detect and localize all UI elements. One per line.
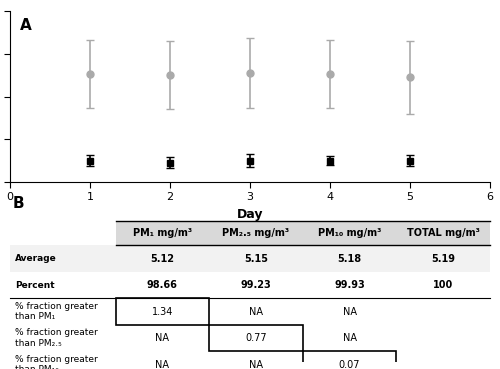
Bar <box>303 351 396 369</box>
Text: 100: 100 <box>433 280 454 290</box>
Text: A: A <box>20 18 32 33</box>
Text: NA: NA <box>342 307 356 317</box>
Text: 99.23: 99.23 <box>240 280 272 290</box>
Text: NA: NA <box>156 360 170 369</box>
Text: 1.34: 1.34 <box>152 307 173 317</box>
Text: PM₂.₅ mg/m³: PM₂.₅ mg/m³ <box>222 228 290 238</box>
Text: 0.07: 0.07 <box>339 360 360 369</box>
Text: PM₁ mg/m³: PM₁ mg/m³ <box>133 228 192 238</box>
Text: % fraction greater
than PM₁: % fraction greater than PM₁ <box>15 302 98 321</box>
Bar <box>209 325 303 351</box>
Text: NA: NA <box>249 360 263 369</box>
X-axis label: Day: Day <box>237 208 263 221</box>
Text: 5.12: 5.12 <box>150 254 174 263</box>
Bar <box>116 299 209 325</box>
Bar <box>10 272 490 299</box>
Text: Percent: Percent <box>15 280 54 290</box>
Text: 0.77: 0.77 <box>245 333 267 343</box>
Text: NA: NA <box>249 307 263 317</box>
Text: TOTAL mg/m³: TOTAL mg/m³ <box>407 228 480 238</box>
Text: 99.93: 99.93 <box>334 280 365 290</box>
Text: 5.18: 5.18 <box>338 254 361 263</box>
Bar <box>116 221 490 245</box>
Text: NA: NA <box>342 333 356 343</box>
Text: % fraction greater
than PM₂.₅: % fraction greater than PM₂.₅ <box>15 328 98 348</box>
Text: 98.66: 98.66 <box>147 280 178 290</box>
Text: 5.15: 5.15 <box>244 254 268 263</box>
Text: 5.19: 5.19 <box>431 254 455 263</box>
Text: % fraction greater
than PM₁₀: % fraction greater than PM₁₀ <box>15 355 98 369</box>
Text: B: B <box>12 196 24 211</box>
Text: NA: NA <box>156 333 170 343</box>
Text: PM₁₀ mg/m³: PM₁₀ mg/m³ <box>318 228 382 238</box>
Text: Average: Average <box>15 254 56 263</box>
Bar <box>10 245 490 272</box>
